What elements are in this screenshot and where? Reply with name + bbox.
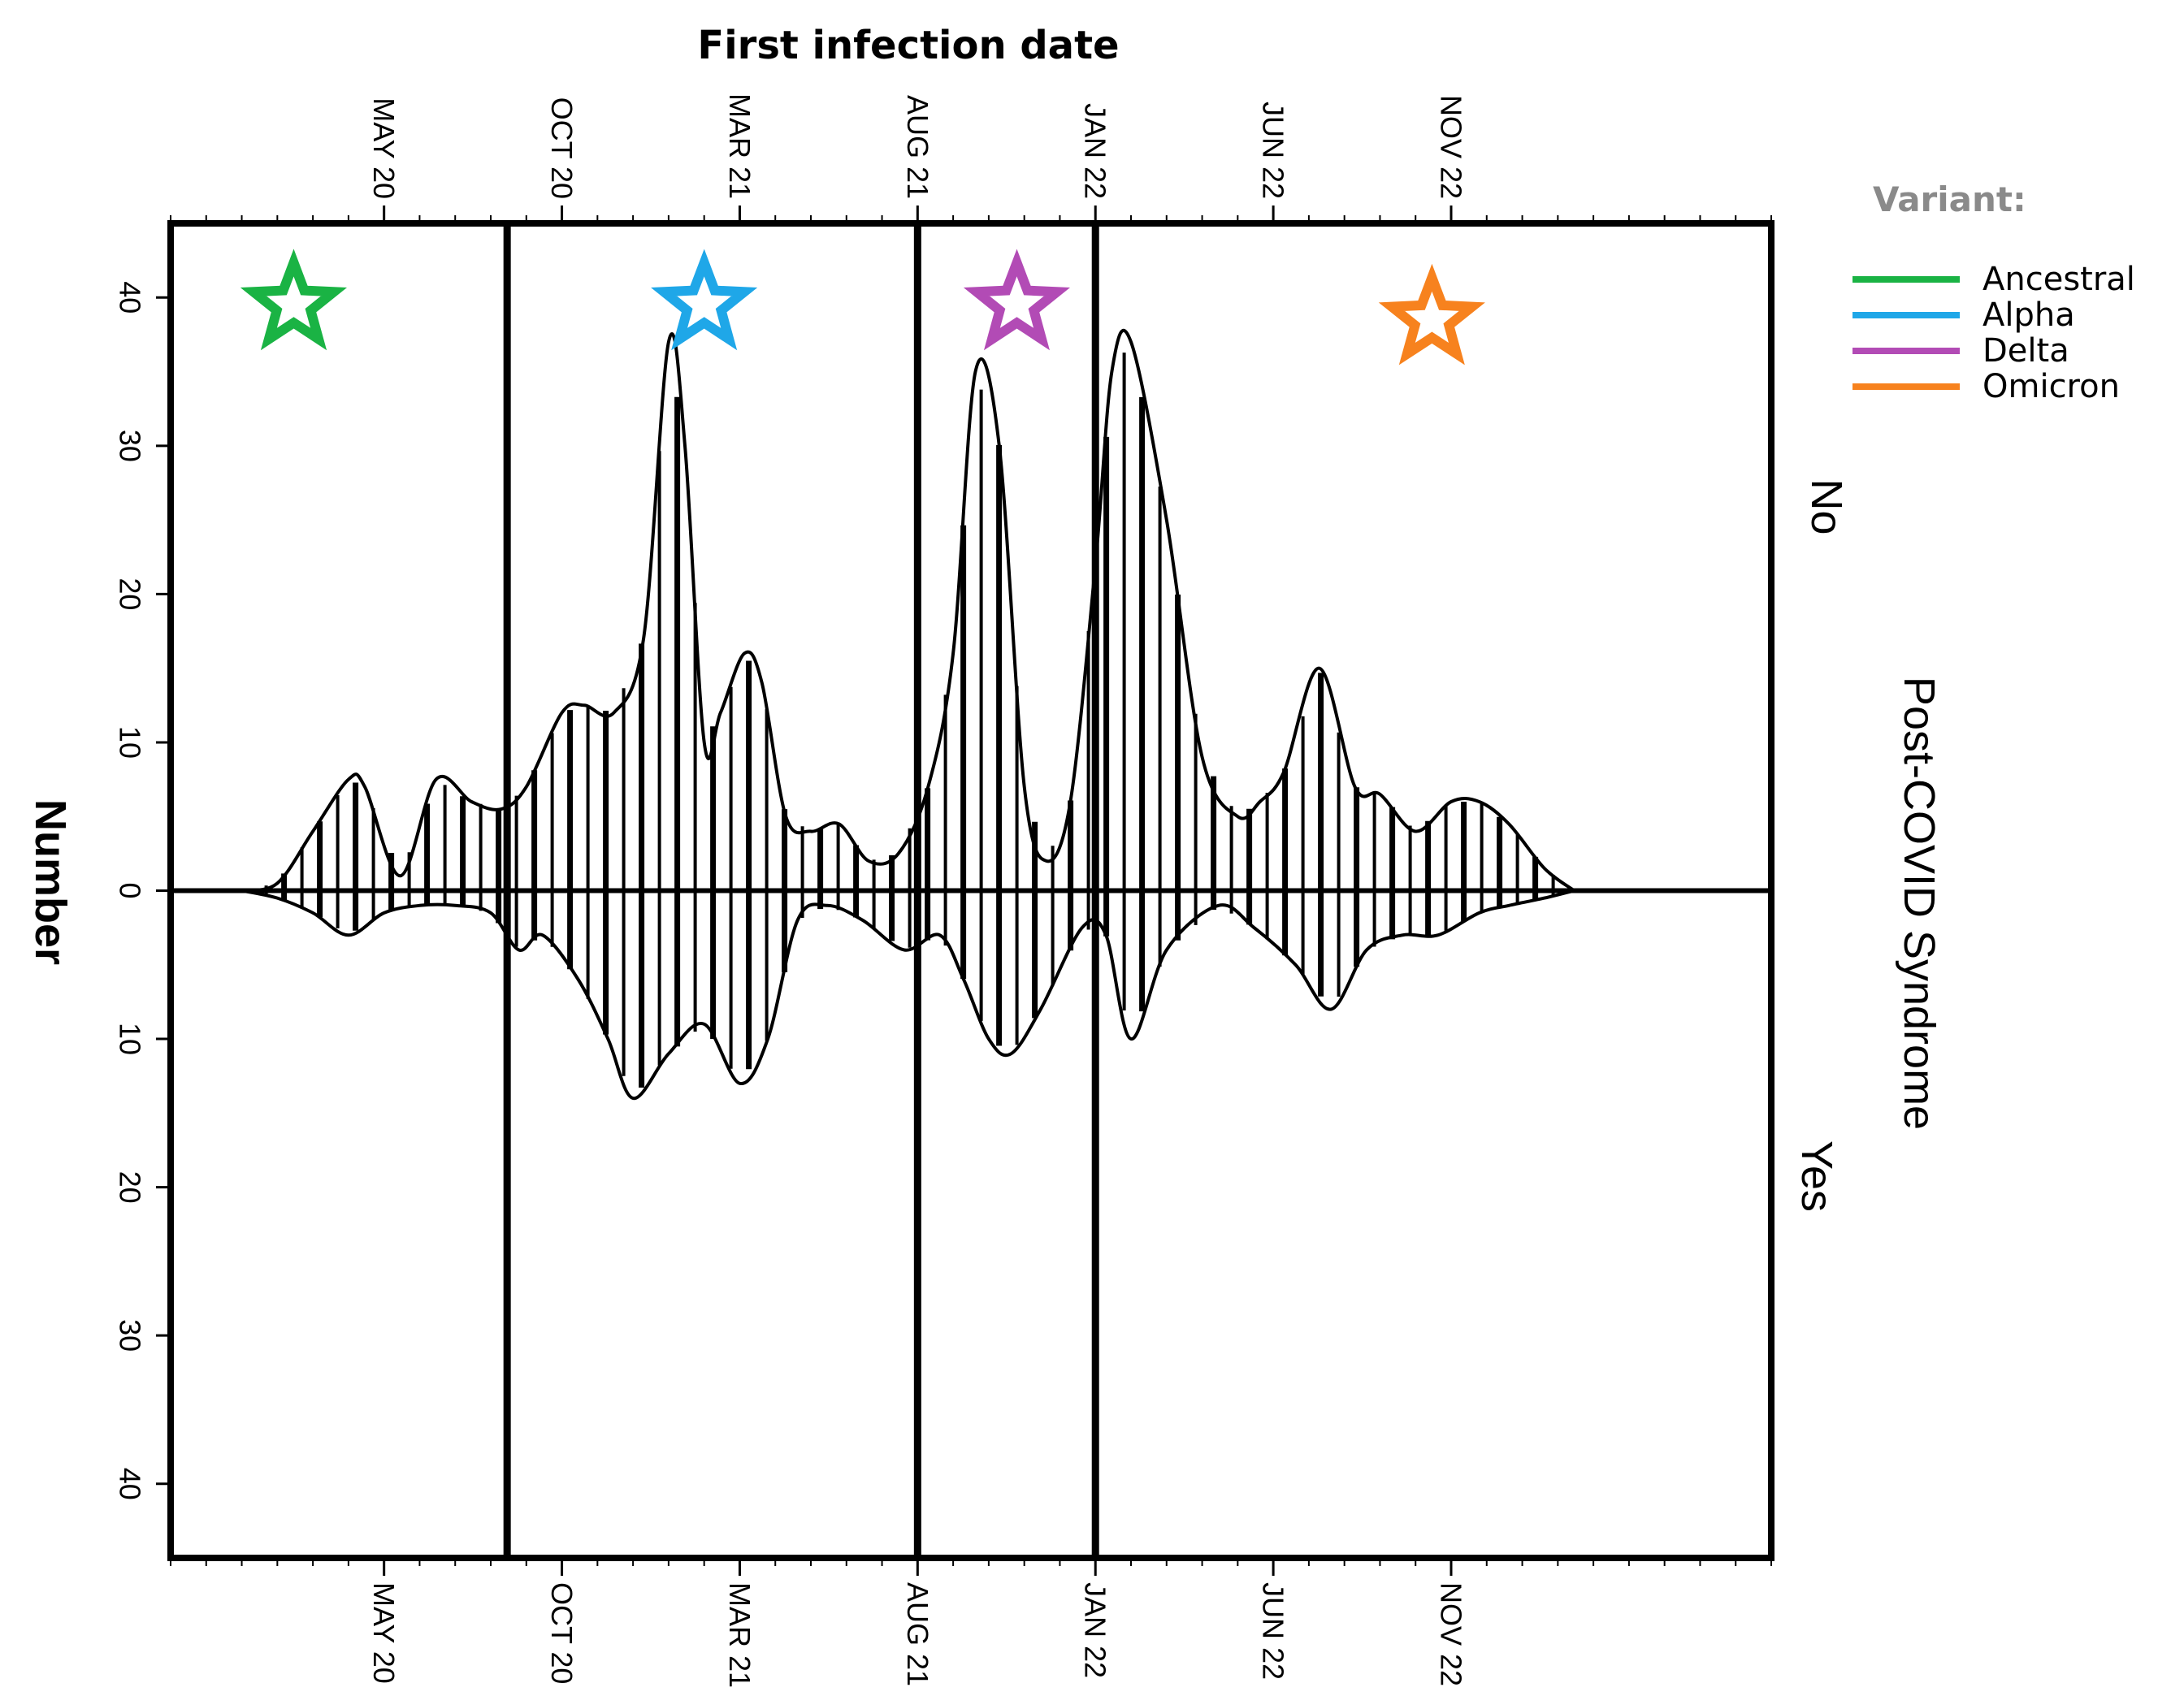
- ytick-label: 10: [114, 1023, 147, 1055]
- ytick-label: 30: [114, 1319, 147, 1352]
- xtick-label-bottom: MAY 20: [367, 1582, 401, 1684]
- xtick-label-bottom: JUN 22: [1257, 1582, 1290, 1680]
- star-icon: [963, 249, 1071, 351]
- ytick-label: 0: [114, 882, 147, 898]
- ytick-label: 10: [114, 726, 147, 759]
- ytick-label: 20: [114, 1171, 147, 1204]
- star-icon: [240, 249, 348, 351]
- xtick-label-top: JUN 22: [1257, 102, 1290, 199]
- legend-label: Alpha: [1982, 296, 2075, 334]
- xtick-label-top: MAR 21: [723, 93, 756, 199]
- xtick-label-bottom: JAN 22: [1079, 1582, 1112, 1678]
- curve-yes: [241, 889, 1575, 1101]
- variant-stars: [240, 249, 1485, 366]
- hatch-lines: [245, 353, 1555, 1088]
- ytick-label: 40: [114, 281, 147, 314]
- right-axis-title: Post-COVID Syndrome: [1895, 677, 1944, 1130]
- xtick-label-top: MAY 20: [367, 97, 401, 199]
- legend-title: Variant:: [1873, 180, 2026, 219]
- star-icon: [1378, 263, 1485, 366]
- xtick-label-bottom: AUG 21: [901, 1582, 934, 1686]
- xtick-label-top: NOV 22: [1435, 95, 1468, 199]
- xtick-label-bottom: MAR 21: [723, 1582, 756, 1688]
- curve-no: [241, 329, 1575, 893]
- legend-label: Omicron: [1982, 368, 2120, 405]
- area-yes: [241, 890, 1575, 1099]
- area-no: [241, 330, 1575, 891]
- xtick-label-top: AUG 21: [901, 95, 934, 199]
- xtick-label-top: JAN 22: [1079, 103, 1112, 199]
- group-label-yes: Yes: [1792, 1140, 1841, 1212]
- ytick-label: 30: [114, 430, 147, 462]
- legend-label: Delta: [1982, 332, 2069, 370]
- star-icon: [651, 249, 758, 351]
- group-label-no: No: [1802, 478, 1851, 534]
- density-curves: [241, 329, 1575, 1101]
- y-axis-title: Number: [26, 799, 75, 965]
- legend-label: Ancestral: [1982, 261, 2135, 298]
- ytick-label: 20: [114, 578, 147, 610]
- xtick-label-top: OCT 20: [545, 97, 578, 199]
- ytick-label: 40: [114, 1468, 147, 1500]
- chart-title: First infection date: [697, 23, 1119, 68]
- density-fill: [241, 330, 1575, 1099]
- xtick-label-bottom: NOV 22: [1435, 1582, 1468, 1686]
- xtick-label-bottom: OCT 20: [545, 1582, 578, 1684]
